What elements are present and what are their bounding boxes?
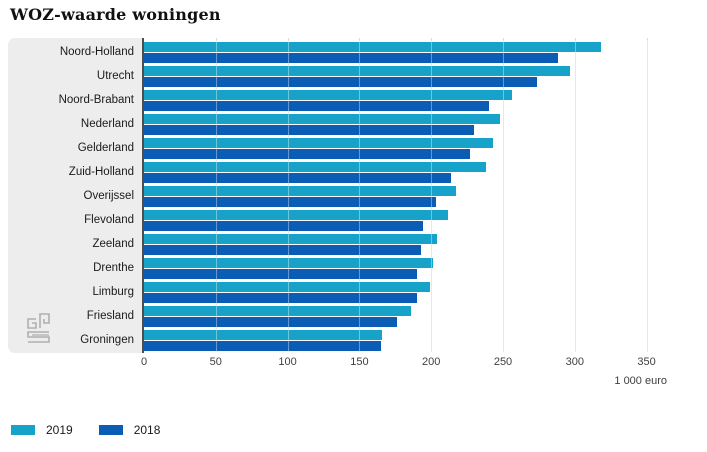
bar-2019-Limburg (144, 282, 430, 292)
category-label: Zuid-Holland (68, 166, 134, 178)
gridline-overlay (503, 40, 504, 352)
bar-2018-Overijssel (144, 197, 436, 207)
category-label: Limburg (92, 286, 134, 298)
bar-2018-Drenthe (144, 269, 417, 279)
bar-2018-Noord-Brabant (144, 101, 489, 111)
bar-2018-Noord-Holland (144, 53, 558, 63)
gridline-overlay (287, 40, 289, 352)
category-label: Groningen (80, 334, 134, 346)
gridline (574, 38, 576, 352)
x-tick-label: 300 (565, 356, 584, 368)
legend-item-2018: 2018 (98, 423, 161, 437)
gridline (503, 38, 504, 352)
bar-2018-Gelderland (144, 149, 470, 159)
legend-label: 2019 (46, 423, 73, 437)
bar-2019-Utrecht (144, 66, 571, 76)
gridline-overlay (574, 40, 576, 352)
x-axis-unit-label: 1 000 euro (614, 375, 667, 387)
x-tick-label: 350 (637, 356, 656, 368)
bar-2018-Friesland (144, 317, 397, 327)
category-label: Noord-Brabant (58, 94, 134, 106)
legend-item-2019: 2019 (11, 423, 73, 437)
gridline-overlay (646, 40, 648, 352)
x-tick-label: 250 (493, 356, 513, 368)
category-label: Overijssel (83, 190, 134, 202)
gridlines-front (144, 40, 690, 352)
category-label: Friesland (86, 310, 134, 322)
legend-swatch (98, 425, 123, 435)
x-tick-label: 150 (350, 356, 369, 368)
category-label: Nederland (80, 118, 134, 130)
plot-area (144, 38, 690, 352)
bar-2018-Zeeland (144, 245, 422, 255)
bar-2019-Drenthe (144, 258, 433, 268)
legend: 2019 2018 (11, 423, 160, 437)
bar-2019-Gelderland (144, 138, 493, 148)
gridline-overlay (359, 40, 361, 352)
bar-2018-Utrecht (144, 77, 538, 87)
bar-2018-Limburg (144, 293, 417, 303)
bar-2019-Flevoland (144, 210, 449, 220)
bar-2018-Groningen (144, 341, 381, 351)
bar-2019-Friesland (144, 306, 412, 316)
bar-2019-Zuid-Holland (144, 162, 486, 172)
category-label: Gelderland (77, 142, 134, 154)
bar-2019-Zeeland (144, 234, 437, 244)
cbs-logo (27, 313, 50, 343)
bar-2018-Flevoland (144, 221, 423, 231)
bars-layer (144, 40, 690, 352)
bar-2019-Noord-Holland (144, 42, 601, 52)
gridline-overlay (215, 40, 217, 352)
category-label-panel: Noord-Holland Utrecht Noord-Brabant Nederla… (8, 38, 142, 353)
x-tick-label: 0 (140, 356, 148, 368)
x-tick-label: 200 (422, 356, 441, 368)
category-label: Zeeland (92, 238, 134, 250)
legend-swatch (11, 425, 35, 435)
gridline (646, 38, 648, 352)
gridline-overlay (431, 40, 433, 352)
category-label: Noord-Holland (59, 46, 134, 58)
legend-label: 2018 (133, 423, 161, 437)
chart-title: WOZ-waarde woningen (10, 5, 221, 24)
category-label: Utrecht (96, 70, 134, 82)
y-axis-line (142, 38, 144, 353)
x-tick-label: 50 (209, 356, 222, 368)
bar-2019-Nederland (144, 114, 501, 124)
category-label: Drenthe (93, 262, 134, 274)
bar-2018-Zuid-Holland (144, 173, 452, 183)
category-label: Flevoland (84, 214, 134, 226)
bar-2019-Groningen (144, 330, 383, 340)
bar-2019-Noord-Brabant (144, 90, 512, 100)
x-tick-label: 100 (278, 356, 297, 368)
bar-2019-Overijssel (144, 186, 456, 196)
bar-2018-Nederland (144, 125, 475, 135)
